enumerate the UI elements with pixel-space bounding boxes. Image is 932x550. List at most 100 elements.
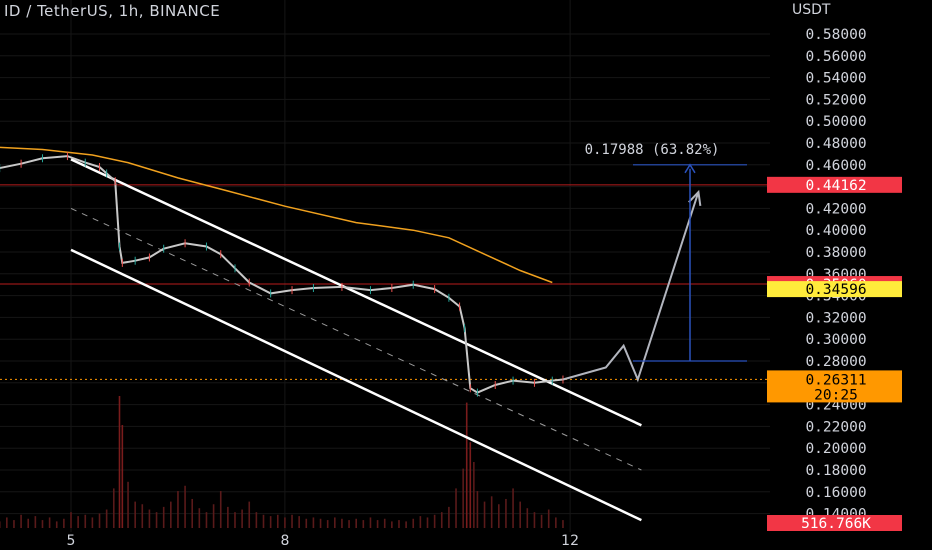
volume-bar [13,520,15,528]
volume-bar [184,485,186,528]
price-tick-label: 0.18000 [805,463,866,479]
time-tick-label: 8 [280,533,289,549]
time-axis[interactable]: 5 8 12 [67,533,579,549]
volume-bar [440,512,443,528]
volume-bar [241,509,243,528]
price-tag-bg [767,281,902,298]
projection-line [562,191,700,383]
volume-bar [141,504,144,528]
volume-bar [112,488,115,528]
volume-bar [462,468,464,528]
price-axis[interactable]: 0.58000 0.56000 0.54000 0.52000 0.50000 0.480… [805,27,866,523]
volume-bar [98,513,101,528]
volume-bar [519,501,521,528]
price-tick-label: 0.16000 [805,485,866,501]
volume-bar [483,501,486,528]
volume-bar [533,512,536,528]
volume-bar [555,517,557,528]
volume-bar [412,518,415,528]
measure-arrowhead [684,163,696,174]
volume-bar [269,516,272,528]
volume-bar [526,508,529,528]
projection-path[interactable] [562,189,702,383]
volume-bar [48,517,51,528]
volume-bar [469,442,472,528]
price-tick-label: 0.56000 [805,49,866,65]
volume-bar [191,498,194,528]
price-tick-label: 0.20000 [805,441,866,457]
channel-lower-line [70,248,642,522]
last-price-tag: 0.26311 [805,372,866,388]
volume-bar [91,517,94,528]
volume-bar [155,512,158,528]
price-tick-label: 0.30000 [805,332,866,348]
volume-tag-bg [767,515,902,531]
volume-bar [319,518,322,528]
volume-bar [20,514,22,528]
volume-bar [248,501,251,528]
volume-bar [6,517,8,528]
volume-bar [355,518,357,528]
price-tick-label: 0.40000 [805,223,866,239]
volume-bar [405,521,407,528]
price-tick-label: 0.42000 [805,201,866,217]
volume-bar [455,488,457,528]
volume-bar [298,516,300,528]
projection-arrowhead [688,189,702,207]
price-tick-label: 0.58000 [805,27,866,43]
symbol-title: ID / TetherUS, 1h, BINANCE [4,2,221,20]
volume-bar [121,425,124,528]
volume-bar [27,518,30,528]
volume-bar [63,518,65,528]
volume-bar [84,514,87,528]
volume-bar [170,501,172,528]
volume-bar [284,517,286,528]
volume-bar [41,520,44,528]
volume-bar [419,516,422,528]
volume-bar [305,518,308,528]
volume-tag: 516.766K [801,516,871,532]
volume-bar [476,491,479,528]
volume-bar [162,506,165,528]
volume-bar [148,509,151,528]
measure-label: 0.17988 (63.82%) [585,142,720,158]
volume-bar [312,517,315,528]
volume-bar [334,517,336,528]
price-tick-label: 0.38000 [805,245,866,261]
volume-bar [0,521,1,528]
volume-bar [540,514,543,528]
volume-bar [369,517,372,528]
price-series [0,152,564,397]
price-tag: 0.44162 [805,178,866,194]
volume-bar [362,520,365,528]
volume-bar [348,520,350,528]
price-tag: 0.34596 [805,282,866,298]
volume-bar [490,496,493,528]
volume-bar [376,520,379,528]
currency-label: USDT [792,2,831,18]
price-tick-label: 0.22000 [805,419,866,435]
last-price-tag-bg [767,370,902,403]
volume-bar [448,506,450,528]
volume-bar [473,462,475,528]
time-tick-label: 12 [561,533,579,549]
volume-bar [391,521,393,528]
volume-bar [398,520,400,528]
volume-bar [326,520,329,528]
volume-bar [118,396,121,528]
chart-grid [0,0,770,532]
volume-bar [465,402,468,528]
volume-bar [34,516,37,528]
volume-bar [77,516,79,528]
volume-bar [227,506,229,528]
price-line [0,155,564,394]
price-range-measure[interactable]: 0.17988 (63.82%) [585,142,747,362]
volume-bar [198,508,201,528]
price-tick-label: 0.28000 [805,354,866,370]
volume-bar [383,518,386,528]
moving-average [0,146,553,284]
volume-bar [505,498,507,528]
volume-bar [219,491,222,528]
volume-bar [205,512,208,528]
